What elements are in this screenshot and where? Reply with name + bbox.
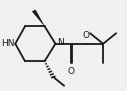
Text: O: O	[68, 67, 75, 76]
Polygon shape	[32, 10, 45, 26]
Text: O: O	[82, 31, 89, 40]
Text: HN: HN	[1, 39, 15, 48]
Text: N: N	[57, 38, 64, 47]
